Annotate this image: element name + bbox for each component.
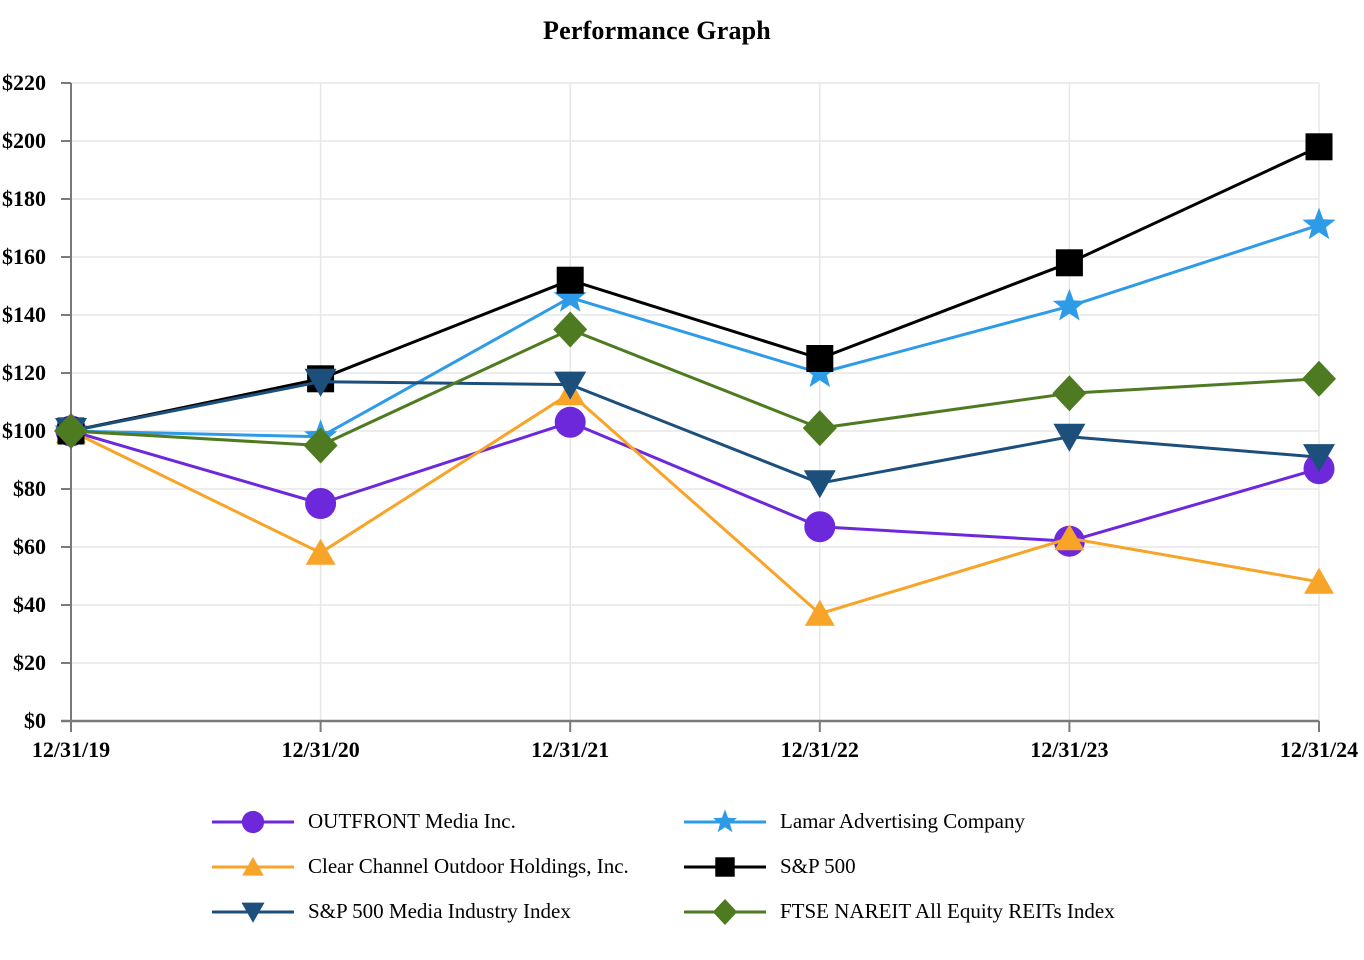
legend-label-s-p-500: S&P 500 xyxy=(780,854,856,878)
y-axis-tick-label: $20 xyxy=(13,650,46,675)
series-ftse-nareit-all-equity-reits-index-marker xyxy=(802,410,837,447)
legend-label-lamar-advertising-company: Lamar Advertising Company xyxy=(780,809,1025,833)
series-lamar-advertising-company-line xyxy=(70,223,1320,439)
series-outfront-media-inc-marker xyxy=(804,511,836,543)
series-clear-channel-outdoor-holdings-inc-marker xyxy=(1054,524,1085,551)
series-clear-channel-outdoor-holdings-inc-line xyxy=(70,391,1320,616)
legend-entry-s-p-500-media-industry-index: S&P 500 Media Industry Index xyxy=(210,889,629,934)
series-s-p-500-media-industry-index-marker xyxy=(1303,444,1335,473)
legend-entry-clear-channel-outdoor-holdings-inc: Clear Channel Outdoor Holdings, Inc. xyxy=(210,844,629,889)
y-axis-tick-label: $180 xyxy=(2,186,46,211)
y-axis-tick-label: $80 xyxy=(13,476,46,501)
series-s-p-500-marker xyxy=(556,266,584,294)
y-axis-tick-label: $40 xyxy=(13,592,46,617)
y-axis-tick-label: $100 xyxy=(2,418,46,443)
series-s-p-500-marker xyxy=(1305,133,1333,161)
series-clear-channel-outdoor-holdings-inc-marker xyxy=(305,538,336,565)
x-axis-tick-label: 12/31/21 xyxy=(531,737,609,762)
series-outfront-media-inc-marker xyxy=(305,488,337,519)
legend-swatch-triangle-up-icon xyxy=(212,856,294,876)
series-ftse-nareit-all-equity-reits-index-marker xyxy=(54,413,88,449)
y-axis-tick-label: $160 xyxy=(2,244,46,269)
series-ftse-nareit-all-equity-reits-index-marker xyxy=(303,427,338,464)
series-s-p-500-line xyxy=(70,145,1320,433)
legend-column-left: OUTFRONT Media Inc. Clear Channel Outdoor… xyxy=(210,799,629,934)
series-outfront-media-inc-line xyxy=(70,420,1320,543)
series-s-p-500-marker xyxy=(806,345,834,372)
series-s-p-500-media-industry-index-marker xyxy=(304,368,337,397)
legend-label-clear-channel-outdoor-holdings-inc: Clear Channel Outdoor Holdings, Inc. xyxy=(308,854,629,878)
legend-marker-circle-icon xyxy=(241,810,265,833)
legend-entry-outfront-media-inc: OUTFRONT Media Inc. xyxy=(210,799,629,844)
legend-entry-ftse-nareit-all-equity-reits-index: FTSE NAREIT All Equity REITs Index xyxy=(682,889,1115,934)
x-axis-tick-label: 12/31/24 xyxy=(1280,737,1358,762)
series-outfront-media-inc-marker xyxy=(554,406,586,438)
legend-column-right: Lamar Advertising Company S&P 500 FTSE NAR… xyxy=(682,799,1115,934)
legend-label-s-p-500-media-industry-index: S&P 500 Media Industry Index xyxy=(308,899,571,923)
legend-swatch-circle-icon xyxy=(212,810,294,833)
legend-entry-s-p-500: S&P 500 xyxy=(682,844,1115,889)
legend-marker-triangle-down-icon xyxy=(241,902,265,923)
series-clear-channel-outdoor-holdings-inc-marker xyxy=(804,599,835,626)
legend-swatch-diamond-icon xyxy=(684,898,766,925)
series-clear-channel-outdoor-holdings-inc-marker xyxy=(1304,567,1334,594)
series-lamar-advertising-company-marker xyxy=(1052,288,1087,321)
legend-marker-star-icon xyxy=(713,808,737,832)
series-ftse-nareit-all-equity-reits-index-marker xyxy=(553,311,588,348)
legend-marker-triangle-up-icon xyxy=(242,856,264,876)
series-lamar-advertising-company-marker xyxy=(553,280,587,312)
series-lamar-advertising-company-marker xyxy=(1302,207,1336,240)
y-axis-tick-label: $120 xyxy=(2,360,46,385)
series-s-p-500-marker xyxy=(1055,249,1083,277)
legend-swatch-square-icon xyxy=(684,856,766,877)
series-ftse-nareit-all-equity-reits-index-marker xyxy=(1302,360,1336,397)
y-axis-tick-label: $0 xyxy=(24,708,46,733)
series-s-p-500-media-industry-index-marker xyxy=(554,371,587,400)
x-axis-tick-label: 12/31/23 xyxy=(1030,737,1108,762)
performance-line-chart: $0 $20 $40 $60 $80 $100 $120 $140 $160 $180 $200 $2… xyxy=(2,70,1358,762)
x-axis-tick-label: 12/31/20 xyxy=(281,737,359,762)
legend-label-outfront-media-inc: OUTFRONT Media Inc. xyxy=(308,809,516,833)
chart-title-wrap: Performance Graph xyxy=(0,16,1314,46)
chart-title: Performance Graph xyxy=(543,16,771,45)
y-axis-tick-label: $200 xyxy=(2,128,46,153)
x-axis-tick-label: 12/31/19 xyxy=(32,737,110,762)
x-axis-tick-label: 12/31/22 xyxy=(781,737,859,762)
legend-swatch-triangle-down-icon xyxy=(212,902,294,923)
legend-swatch-star-icon xyxy=(684,808,766,832)
y-axis-tick-label: $140 xyxy=(2,302,46,327)
legend-label-ftse-nareit-all-equity-reits-index: FTSE NAREIT All Equity REITs Index xyxy=(780,899,1115,923)
legend-marker-diamond-icon xyxy=(712,898,738,925)
legend-entry-lamar-advertising-company: Lamar Advertising Company xyxy=(682,799,1115,844)
series-s-p-500-media-industry-index-marker xyxy=(1053,423,1086,452)
series-ftse-nareit-all-equity-reits-index-marker xyxy=(1052,375,1087,412)
y-axis-tick-label: $60 xyxy=(13,534,46,559)
series-s-p-500-media-industry-index-marker xyxy=(803,470,836,499)
series-s-p-500-media-industry-index-line xyxy=(70,380,1320,485)
legend-marker-square-icon xyxy=(715,856,735,877)
y-axis-tick-label: $220 xyxy=(2,70,46,95)
series-ftse-nareit-all-equity-reits-index-line xyxy=(70,328,1320,447)
